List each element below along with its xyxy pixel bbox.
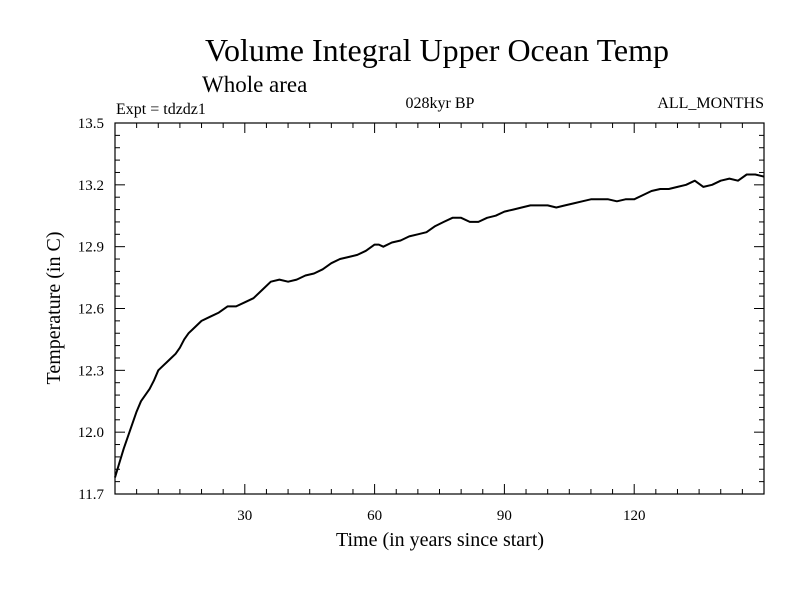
temperature-series-line [114,173,765,478]
chart-subtitle: Whole area [202,72,307,97]
y-tick-label: 12.0 [78,425,104,441]
x-tick-label: 120 [623,508,646,524]
y-tick-label: 12.6 [78,302,105,318]
chart-title: Volume Integral Upper Ocean Temp [205,32,669,68]
period-label: 028kyr BP [406,95,475,112]
y-tick-label: 11.7 [78,487,104,503]
y-tick-label: 13.5 [78,116,104,132]
y-tick-label: 12.3 [78,363,104,379]
x-axis-label: Time (in years since start) [336,529,544,551]
months-label: ALL_MONTHS [657,95,764,112]
experiment-label: Expt = tdzdz1 [116,101,206,118]
axis-ticks [115,122,764,495]
y-tick-label: 13.2 [78,178,104,194]
x-tick-label: 60 [367,508,382,524]
x-tick-label: 90 [497,508,512,524]
axis-tick-labels: 30 60 90 120 11.7 12.0 12.3 12.6 12.9 13.2 13.5 [78,116,646,524]
y-axis-label: Temperature (in C) [43,232,65,385]
x-tick-label: 30 [237,508,252,524]
plot-frame [114,122,765,495]
y-tick-label: 12.9 [78,240,104,256]
